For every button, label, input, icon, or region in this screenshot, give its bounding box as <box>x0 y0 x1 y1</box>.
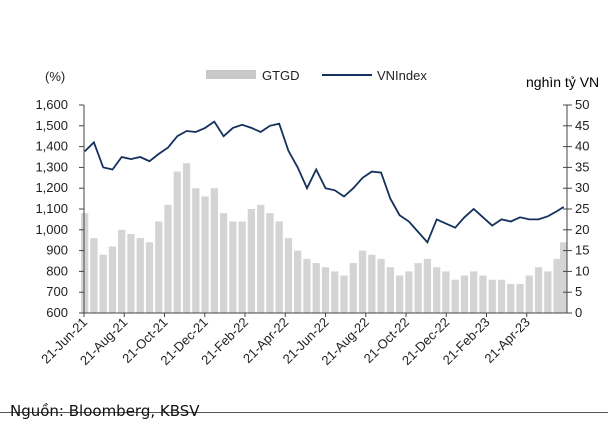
left-axis-label: (%) <box>45 69 65 84</box>
left-tick-label: 900 <box>46 243 68 258</box>
left-tick-label: 1,500 <box>35 118 68 133</box>
gtgd-bar <box>331 271 339 313</box>
legend-label-gtgd: GTGD <box>262 68 300 83</box>
left-tick-label: 1,600 <box>35 97 68 112</box>
gtgd-bar <box>497 279 506 313</box>
gtgd-bar <box>423 258 432 313</box>
left-tick-label: 600 <box>46 305 68 320</box>
gtgd-bar <box>460 275 469 313</box>
vnindex-line <box>84 120 565 244</box>
gtgd-bar <box>145 242 154 313</box>
gtgd-bar <box>470 271 478 313</box>
gtgd-bar <box>210 188 218 313</box>
gtgd-bar <box>201 196 209 313</box>
gtgd-bar <box>377 258 385 313</box>
gtgd-bar <box>238 221 246 313</box>
gtgd-bar <box>155 221 163 313</box>
gtgd-bar <box>405 271 413 313</box>
right-tick-label: 20 <box>575 222 589 237</box>
right-tick-label: 10 <box>575 263 589 278</box>
legend-swatch-gtgd <box>206 70 256 79</box>
gtgd-bar <box>294 250 302 313</box>
gtgd-bar <box>118 229 126 313</box>
gtgd-bar <box>81 213 89 313</box>
gtgd-bar <box>219 213 228 313</box>
gtgd-bar <box>433 267 441 313</box>
gtgd-bar <box>136 238 144 313</box>
divider <box>0 412 608 413</box>
gtgd-bar <box>507 283 515 313</box>
gtgd-bar <box>108 246 117 313</box>
gtgd-bar <box>90 238 98 313</box>
right-tick-label: 35 <box>575 159 589 174</box>
gtgd-bar <box>99 254 107 313</box>
right-axis-label: nghìn tỷ VN <box>526 74 599 90</box>
left-tick-label: 1,400 <box>35 139 68 154</box>
right-tick-label: 15 <box>575 243 589 258</box>
gtgd-bar <box>173 171 181 313</box>
source-note: Nguồn: Bloomberg, KBSV <box>10 402 200 420</box>
gtgd-bar <box>349 263 357 313</box>
left-tick-label: 700 <box>46 284 68 299</box>
right-tick-label: 50 <box>575 97 589 112</box>
gtgd-bar <box>164 204 172 313</box>
right-tick-label: 30 <box>575 180 589 195</box>
right-tick-label: 40 <box>575 139 589 154</box>
right-tick-label: 5 <box>575 284 582 299</box>
gtgd-bar <box>516 283 524 313</box>
gtgd-bar <box>525 275 533 313</box>
gtgd-bar <box>488 279 496 313</box>
gtgd-bar <box>266 213 274 313</box>
right-tick-label: 0 <box>575 305 582 320</box>
gtgd-bar <box>479 275 487 313</box>
gtgd-bar <box>312 263 320 313</box>
gtgd-bar <box>182 163 191 313</box>
gtgd-bar <box>127 233 135 313</box>
gtgd-bar <box>368 254 376 313</box>
gtgd-bar <box>321 267 330 313</box>
right-tick-label: 25 <box>575 201 589 216</box>
legend: GTGD VNIndex <box>206 68 427 83</box>
gtgd-bar <box>284 238 293 313</box>
gtgd-bar <box>192 188 200 313</box>
gtgd-bar <box>544 271 552 313</box>
gtgd-bar <box>303 258 311 313</box>
gtgd-bar <box>257 204 265 313</box>
left-tick-label: 800 <box>46 263 68 278</box>
gtgd-bar <box>451 279 459 313</box>
gtgd-bar <box>560 242 568 313</box>
gtgd-bar <box>275 221 283 313</box>
left-tick-label: 1,100 <box>35 201 68 216</box>
left-tick-label: 1,200 <box>35 180 68 195</box>
left-tick-label: 1,000 <box>35 222 68 237</box>
left-tick-label: 1,300 <box>35 159 68 174</box>
gtgd-bar <box>358 250 367 313</box>
gtgd-bar <box>386 267 394 313</box>
gtgd-bar <box>414 263 422 313</box>
gtgd-bar <box>534 267 543 313</box>
gtgd-bar <box>442 271 450 313</box>
gtgd-bar <box>247 209 256 313</box>
gtgd-bar <box>395 275 404 313</box>
gtgd-bar <box>229 221 237 313</box>
gtgd-bar <box>340 275 348 313</box>
legend-label-vnindex: VNIndex <box>377 68 427 83</box>
right-tick-label: 45 <box>575 118 589 133</box>
gtgd-bar <box>553 258 561 313</box>
